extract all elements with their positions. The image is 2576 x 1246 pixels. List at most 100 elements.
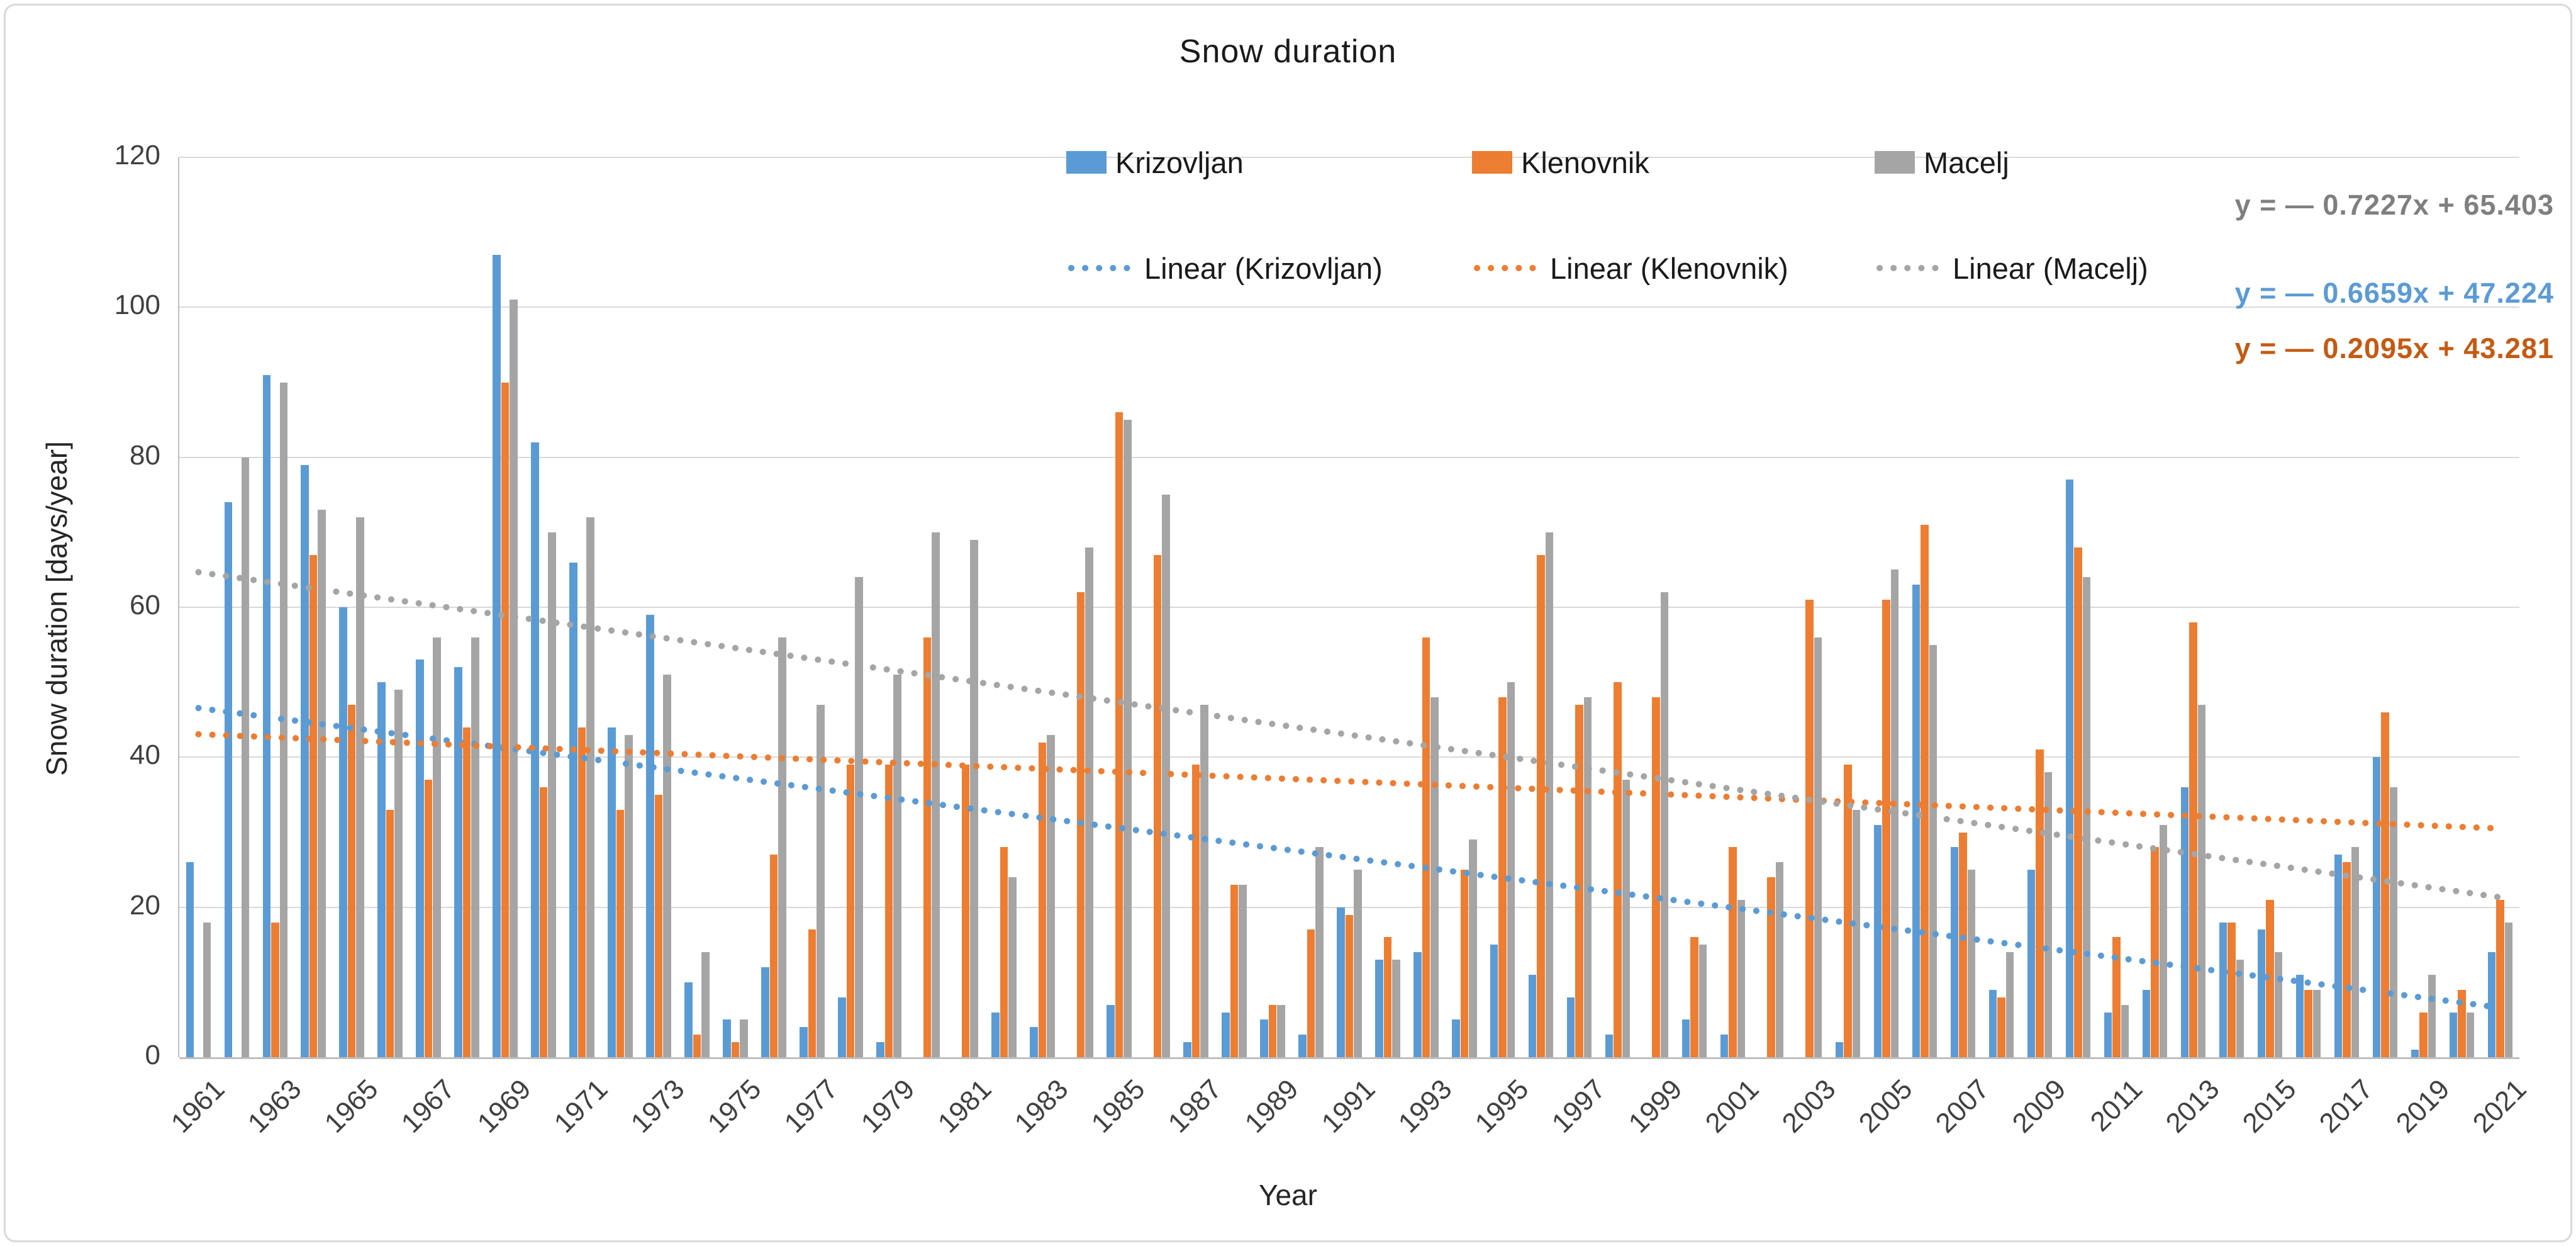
legend-item-krizovljan: Krizovljan xyxy=(1066,146,1244,179)
bar-krizovljan-2000 xyxy=(1681,1019,1690,1057)
bar-klenovnik-2010 xyxy=(2074,547,2082,1057)
bar-krizovljan-1995 xyxy=(1490,945,1498,1058)
bar-krizovljan-2001 xyxy=(1720,1035,1729,1058)
bar-krizovljan-1970 xyxy=(531,442,539,1057)
bar-klenovnik-1977 xyxy=(808,929,817,1057)
bar-krizovljan-1989 xyxy=(1260,1019,1268,1057)
bar-krizovljan-1985 xyxy=(1107,1004,1115,1057)
y-axis-line xyxy=(178,157,179,1057)
y-tick-label-0: 0 xyxy=(145,1040,160,1070)
bar-krizovljan-1987 xyxy=(1183,1042,1191,1057)
x-tick-label-1983: 1983 xyxy=(1008,1074,1074,1139)
bar-krizovljan-1967 xyxy=(416,659,424,1057)
legend-label-linear-klenovnik: Linear (Klenovnik) xyxy=(1550,251,1788,285)
bar-klenovnik-1993 xyxy=(1422,637,1430,1057)
bar-macelj-2009 xyxy=(2044,772,2053,1057)
bar-krizovljan-1971 xyxy=(569,562,577,1057)
bar-krizovljan-1992 xyxy=(1375,960,1383,1057)
x-tick-label-2001: 2001 xyxy=(1699,1074,1765,1139)
chart-title: Snow duration xyxy=(1179,33,1397,70)
x-tick-label-1995: 1995 xyxy=(1469,1074,1535,1139)
x-tick-label-1979: 1979 xyxy=(855,1074,921,1139)
bar-klenovnik-1964 xyxy=(309,554,318,1057)
bar-klenovnik-2006 xyxy=(1921,524,1929,1057)
x-tick-label-1973: 1973 xyxy=(625,1074,691,1139)
bar-krizovljan-2017 xyxy=(2334,855,2343,1058)
bar-krizovljan-1974 xyxy=(684,982,693,1057)
bar-krizovljan-1997 xyxy=(1566,997,1575,1057)
y-tick-label-60: 60 xyxy=(130,590,160,620)
bar-macelj-2001 xyxy=(1737,899,1746,1058)
x-tick-label-1967: 1967 xyxy=(395,1074,461,1139)
bar-macelj-1961 xyxy=(203,922,211,1057)
bar-klenovnik-1983 xyxy=(1038,742,1047,1057)
bar-macelj-1962 xyxy=(241,457,249,1057)
bar-krizovljan-1994 xyxy=(1452,1019,1460,1057)
gridline-y-20 xyxy=(179,906,2519,908)
bar-klenovnik-2021 xyxy=(2496,899,2504,1058)
equation-klenovnik: y = — 0.2095x + 43.281 xyxy=(2234,332,2554,364)
bar-macelj-1969 xyxy=(510,300,518,1057)
bar-macelj-1973 xyxy=(663,675,671,1058)
x-tick-label-1991: 1991 xyxy=(1315,1074,1381,1139)
bar-klenovnik-1982 xyxy=(1000,847,1008,1057)
bar-krizovljan-1993 xyxy=(1413,952,1422,1057)
bar-macelj-1966 xyxy=(394,690,403,1057)
bar-krizovljan-1978 xyxy=(838,997,846,1057)
x-tick-label-1965: 1965 xyxy=(318,1074,384,1139)
bar-macelj-1979 xyxy=(893,675,901,1058)
bar-klenovnik-2017 xyxy=(2343,862,2351,1057)
bar-macelj-1980 xyxy=(932,532,940,1057)
bar-macelj-1976 xyxy=(778,637,786,1057)
bar-klenovnik-2003 xyxy=(1805,600,1814,1057)
bar-krizovljan-1972 xyxy=(608,727,616,1057)
bar-macelj-1990 xyxy=(1315,847,1324,1057)
bar-krizovljan-1976 xyxy=(761,967,769,1057)
bar-klenovnik-1978 xyxy=(846,765,855,1058)
bar-krizovljan-1990 xyxy=(1298,1035,1307,1058)
bar-macelj-1987 xyxy=(1200,704,1208,1057)
bar-klenovnik-1987 xyxy=(1191,765,1200,1058)
x-tick-label-1993: 1993 xyxy=(1392,1074,1458,1139)
bar-macelj-2021 xyxy=(2504,922,2512,1057)
bar-krizovljan-1991 xyxy=(1337,907,1345,1057)
bar-klenovnik-1985 xyxy=(1115,412,1124,1057)
bar-macelj-1984 xyxy=(1085,547,1093,1057)
y-tick-label-120: 120 xyxy=(114,140,160,171)
bar-macelj-2012 xyxy=(2159,824,2168,1057)
bar-macelj-2004 xyxy=(1852,809,1861,1058)
bar-krizovljan-2010 xyxy=(2065,480,2074,1057)
bar-krizovljan-2012 xyxy=(2142,989,2151,1058)
bar-macelj-2020 xyxy=(2466,1012,2474,1057)
x-axis-line xyxy=(179,1057,2519,1059)
bar-klenovnik-1974 xyxy=(693,1035,701,1058)
bar-klenovnik-1966 xyxy=(386,809,394,1058)
bar-klenovnik-2020 xyxy=(2458,989,2466,1058)
bar-macelj-1967 xyxy=(433,637,441,1057)
bar-krizovljan-1996 xyxy=(1528,974,1537,1057)
y-tick-label-20: 20 xyxy=(130,889,160,921)
bar-klenovnik-1981 xyxy=(961,765,970,1058)
bar-macelj-1985 xyxy=(1124,420,1132,1057)
bar-macelj-1997 xyxy=(1583,697,1592,1057)
bar-macelj-2019 xyxy=(2428,974,2436,1057)
x-tick-label-2015: 2015 xyxy=(2236,1074,2302,1139)
x-tick-label-1989: 1989 xyxy=(1239,1074,1305,1139)
legend-label-linear-krizovljan: Linear (Krizovljan) xyxy=(1144,251,1383,285)
x-tick-label-2009: 2009 xyxy=(2006,1074,2072,1139)
bar-krizovljan-2019 xyxy=(2411,1050,2419,1057)
bar-klenovnik-1990 xyxy=(1307,929,1315,1057)
x-tick-label-2003: 2003 xyxy=(1776,1074,1842,1139)
legend-swatch-macelj xyxy=(1875,151,1915,174)
legend-dotted-line-klenovnik xyxy=(1474,265,1541,271)
gridline-y-100 xyxy=(179,306,2519,308)
bar-krizovljan-2013 xyxy=(2180,787,2189,1057)
bar-krizovljan-2020 xyxy=(2449,1012,2457,1057)
x-tick-label-1997: 1997 xyxy=(1546,1074,1612,1139)
x-tick-label-2007: 2007 xyxy=(1929,1074,1995,1139)
legend-label-krizovljan: Krizovljan xyxy=(1115,145,1244,179)
bar-klenovnik-1969 xyxy=(501,382,510,1057)
bar-krizovljan-1968 xyxy=(454,667,462,1057)
x-tick-label-2013: 2013 xyxy=(2160,1074,2226,1139)
bar-klenovnik-1967 xyxy=(424,780,433,1057)
